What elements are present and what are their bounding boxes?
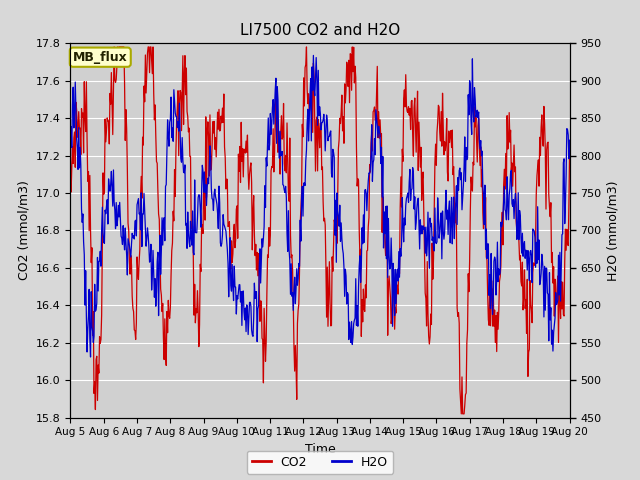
X-axis label: Time: Time (305, 443, 335, 456)
Title: LI7500 CO2 and H2O: LI7500 CO2 and H2O (240, 23, 400, 38)
Y-axis label: CO2 (mmol/m3): CO2 (mmol/m3) (17, 180, 30, 280)
Legend: CO2, H2O: CO2, H2O (247, 451, 393, 474)
Text: MB_flux: MB_flux (73, 51, 127, 64)
Y-axis label: H2O (mmol/m3): H2O (mmol/m3) (607, 180, 620, 281)
